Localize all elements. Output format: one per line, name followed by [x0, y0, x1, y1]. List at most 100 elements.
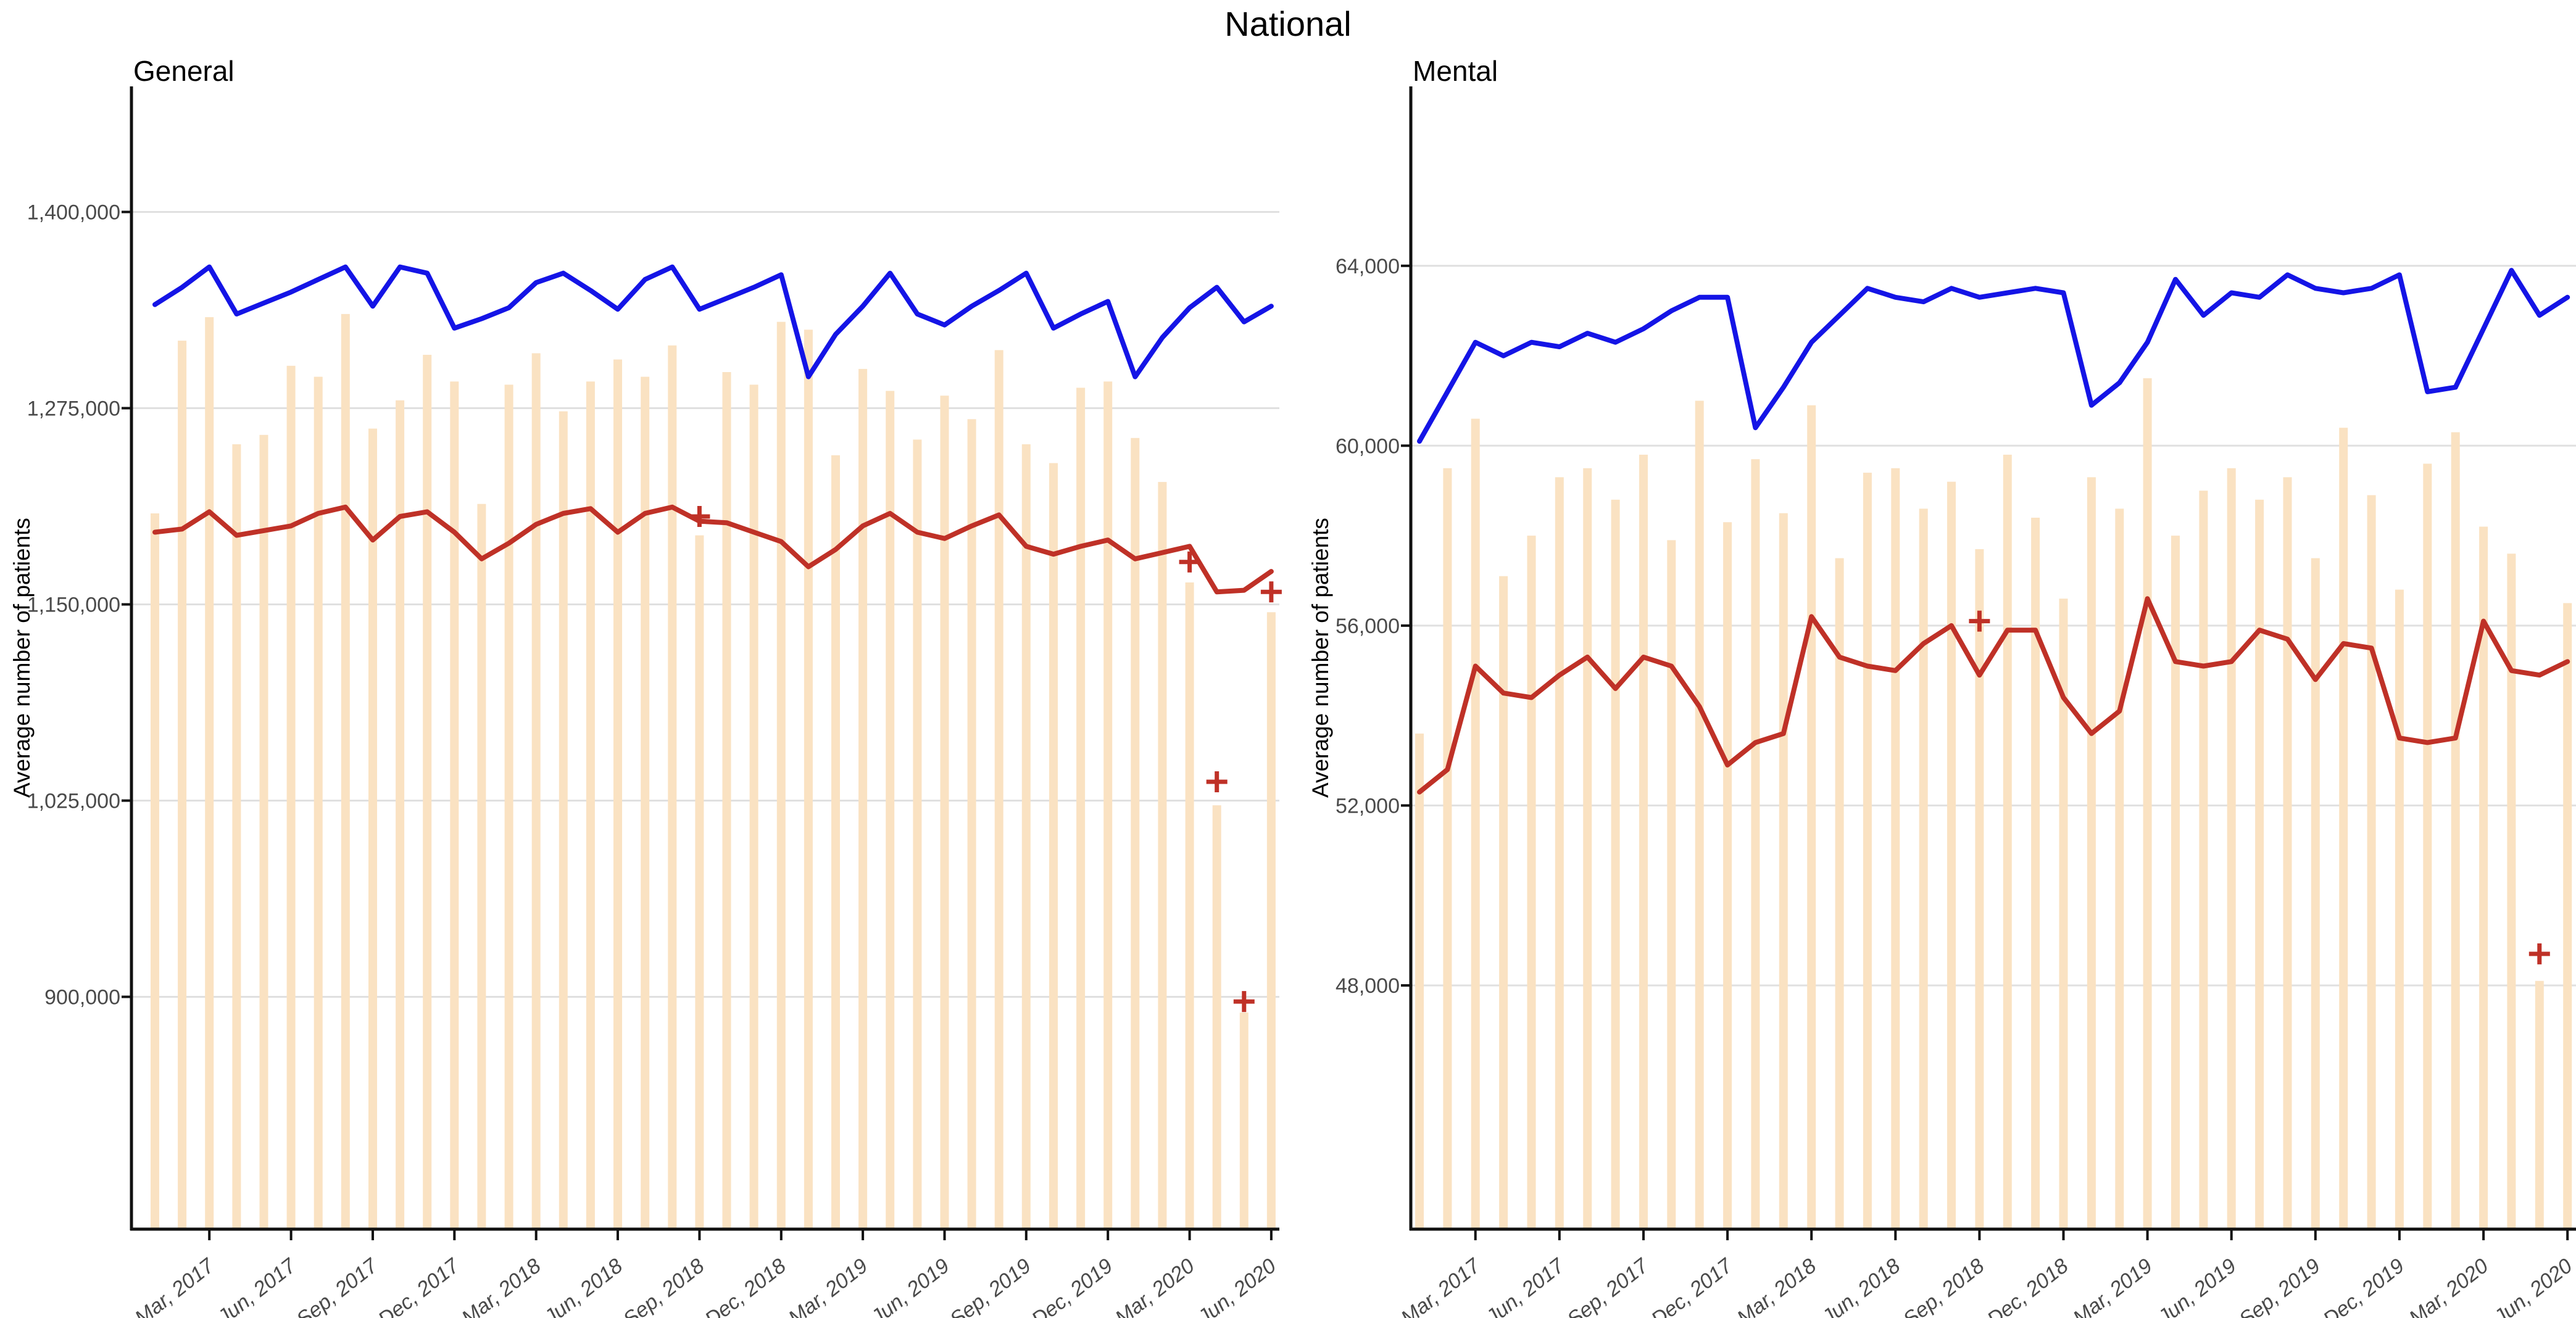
monthly-range-bar [205, 317, 214, 1229]
monthly-range-bar [531, 353, 541, 1229]
monthly-range-bar [2171, 536, 2180, 1229]
monthly-range-bar [668, 345, 677, 1229]
monthly-range-bar [1751, 459, 1760, 1230]
y-tick-label: 52,000 [1336, 794, 1400, 818]
x-tick-label: Mar, 2019 [784, 1254, 872, 1318]
x-tick-label: Jun, 2020 [2489, 1254, 2576, 1318]
monthly-range-bar [1583, 468, 1592, 1229]
monthly-range-bar [2535, 980, 2544, 1229]
monthly-range-bar [1835, 558, 1844, 1229]
upper-trend-line [1417, 268, 2570, 444]
monthly-range-bar [2255, 499, 2264, 1229]
monthly-range-bar [1158, 482, 1167, 1229]
monthly-range-bar [913, 439, 922, 1229]
monthly-range-bar [477, 504, 486, 1230]
x-tick-label: Sep, 2019 [2235, 1254, 2325, 1318]
x-tick-label: Mar, 2020 [2404, 1254, 2493, 1318]
panel-title-general: General [133, 55, 235, 87]
axes [1409, 86, 2576, 1231]
monthly-range-bar [1667, 540, 1676, 1229]
x-tick-label: Jun, 2019 [2153, 1254, 2241, 1318]
monthly-range-bar [1076, 388, 1086, 1229]
monthly-range-bar [1049, 463, 1058, 1229]
monthly-range-bar [1723, 522, 1732, 1229]
monthly-range-bar [504, 384, 513, 1229]
x-tick-label: Dec, 2018 [1983, 1254, 2073, 1318]
x-tick-label: Dec, 2017 [1647, 1254, 1737, 1318]
monthly-range-bar [1103, 381, 1113, 1229]
y-tick-label: 1,150,000 [27, 594, 120, 617]
monthly-range-bar [1863, 473, 1872, 1229]
outlier-plus-marker [1260, 581, 1282, 603]
monthly-range-bar [613, 359, 622, 1229]
x-tick-label: Jun, 2017 [1481, 1254, 1569, 1318]
x-tick-label: Mar, 2020 [1111, 1254, 1199, 1318]
y-tick-labels: 64,000 60,000 56,000 52,000 48,000 [1336, 255, 1411, 998]
y-tick-label: 1,025,000 [27, 790, 120, 813]
page-title: National [1224, 4, 1352, 43]
x-tick-label: Dec, 2017 [374, 1254, 464, 1318]
x-tick-label: Dec, 2019 [1028, 1254, 1118, 1318]
monthly-range-bar [1021, 444, 1031, 1229]
monthly-range-bar [2339, 428, 2348, 1230]
monthly-range-bar [423, 355, 432, 1229]
monthly-range-bar [1415, 733, 1424, 1229]
monthly-range-bar [259, 434, 268, 1229]
monthly-range-bar [2283, 477, 2292, 1229]
gridlines [1411, 265, 2576, 987]
monthly-range-bar [858, 368, 868, 1229]
monthly-range-bar [2087, 477, 2096, 1229]
outlier-plus-markers [1969, 610, 2550, 964]
monthly-range-bar [1975, 549, 1984, 1229]
monthly-range-bar [1919, 508, 1928, 1229]
outlier-plus-marker [1179, 551, 1200, 573]
y-tick-label: 60,000 [1336, 434, 1400, 458]
monthly-range-bar [314, 376, 323, 1229]
y-tick-label: 1,275,000 [27, 397, 120, 421]
monthly-range-bar [2395, 589, 2404, 1229]
outlier-plus-marker [1206, 771, 1228, 792]
y-tick-label: 56,000 [1336, 615, 1400, 638]
monthly-range-bar [1779, 513, 1788, 1230]
monthly-range-bar [776, 321, 786, 1229]
monthly-range-bar [396, 400, 405, 1229]
monthly-range-bar [831, 455, 840, 1229]
monthly-range-bar [1807, 405, 1816, 1229]
outlier-plus-marker [1969, 610, 1990, 632]
monthly-range-bar [178, 341, 187, 1229]
monthly-range-bar [641, 376, 650, 1229]
monthly-range-bar [2507, 553, 2516, 1229]
monthly-range-bar [1639, 454, 1648, 1229]
upper-trend-line [152, 264, 1274, 379]
monthly-range-bar [804, 330, 813, 1229]
monthly-range-bar [2115, 508, 2124, 1229]
monthly-range-bars [151, 313, 1276, 1230]
x-tick-label: Mar, 2018 [1733, 1254, 1821, 1318]
y-tick-label: 48,000 [1336, 974, 1400, 998]
monthly-range-bar [2143, 378, 2152, 1229]
x-tick-label: Mar, 2017 [131, 1254, 219, 1318]
x-tick-label: Sep, 2018 [1899, 1254, 1989, 1318]
monthly-range-bar [2031, 518, 2040, 1229]
monthly-range-bar [749, 384, 758, 1229]
y-tick-label: 900,000 [44, 986, 120, 1009]
monthly-range-bar [2003, 454, 2012, 1229]
gridlines [131, 211, 1279, 998]
monthly-range-bar [2563, 603, 2572, 1229]
lower-trend-line [1417, 596, 2570, 795]
y-tick-labels: 1,400,000 1,275,000 1,150,000 1,025,000 900,… [27, 201, 131, 1009]
monthly-range-bar [368, 428, 377, 1229]
monthly-range-bar [559, 411, 568, 1229]
x-tick-label: Sep, 2017 [292, 1254, 382, 1318]
monthly-range-bar [586, 381, 595, 1229]
monthly-range-bar [286, 365, 296, 1229]
x-tick-label: Sep, 2019 [945, 1254, 1036, 1318]
monthly-range-bar [151, 513, 159, 1229]
monthly-range-bar [1239, 1012, 1249, 1229]
monthly-range-bar [695, 535, 704, 1229]
monthly-range-bar [2479, 526, 2488, 1229]
monthly-range-bar [2311, 558, 2320, 1229]
panel-title-mental: Mental [1413, 55, 1498, 87]
